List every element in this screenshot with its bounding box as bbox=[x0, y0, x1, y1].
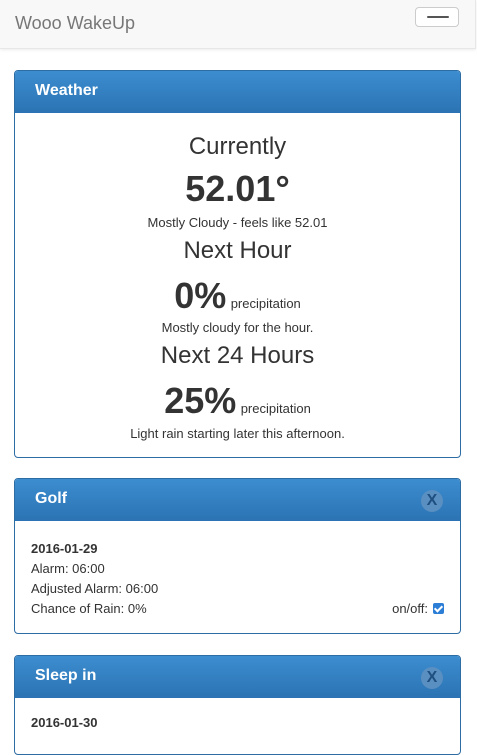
next-hour-summary: Mostly cloudy for the hour. bbox=[161, 320, 314, 335]
next-hour-percent: 0% bbox=[174, 275, 227, 316]
event-panel-heading: Sleep in X bbox=[15, 656, 460, 698]
event-date: 2016-01-30 bbox=[31, 715, 98, 730]
event-title: Sleep in bbox=[35, 667, 97, 684]
next-hour-unit: precipitation bbox=[230, 296, 301, 311]
next-24-summary: Light rain starting later this afternoon… bbox=[130, 426, 345, 441]
currently-label: Currently bbox=[188, 133, 287, 160]
close-event-button[interactable]: X bbox=[421, 490, 443, 512]
weather-panel-title: Weather bbox=[35, 82, 98, 99]
toggle-label: on/off: bbox=[392, 601, 428, 616]
event-title: Golf bbox=[35, 490, 67, 507]
next-hour-label: Next Hour bbox=[183, 237, 292, 264]
navbar: Wooo WakeUp bbox=[0, 0, 476, 49]
app-brand[interactable]: Wooo WakeUp bbox=[15, 13, 136, 33]
event-toggle: on/off: bbox=[392, 601, 444, 616]
weather-panel-heading: Weather bbox=[15, 71, 460, 113]
event-panel-heading: Golf X bbox=[15, 479, 460, 521]
enabled-checkbox[interactable] bbox=[433, 603, 444, 614]
next-24-unit: precipitation bbox=[240, 401, 311, 416]
weather-panel: Weather Currently 52.01° Mostly Cloudy -… bbox=[14, 70, 461, 458]
next-24-percent: 25% bbox=[164, 380, 237, 421]
close-event-button[interactable]: X bbox=[421, 667, 443, 689]
current-temperature: 52.01° bbox=[185, 168, 290, 209]
weather-panel-body: Currently 52.01° Mostly Cloudy - feels l… bbox=[15, 113, 460, 457]
event-rain-chance: Chance of Rain: 0% bbox=[31, 601, 147, 616]
current-summary: Mostly Cloudy - feels like 52.01 bbox=[147, 215, 328, 230]
event-panel-sleep-in: Sleep in X 2016-01-30 bbox=[14, 655, 461, 755]
event-adjusted-alarm: Adjusted Alarm: 06:00 bbox=[31, 581, 159, 596]
menu-toggle-button[interactable] bbox=[415, 7, 459, 27]
next-hour-precipitation: 0% precipitation bbox=[15, 275, 460, 317]
next-24-label: Next 24 Hours bbox=[160, 342, 315, 369]
event-body: 2016-01-29 Alarm: 06:00 Adjusted Alarm: … bbox=[15, 521, 460, 633]
event-alarm: Alarm: 06:00 bbox=[31, 561, 105, 576]
hamburger-icon bbox=[427, 16, 449, 18]
event-body: 2016-01-30 bbox=[15, 698, 460, 754]
next-24-precipitation: 25% precipitation bbox=[15, 380, 460, 422]
event-date: 2016-01-29 bbox=[31, 541, 98, 556]
event-panel-golf: Golf X 2016-01-29 Alarm: 06:00 Adjusted … bbox=[14, 478, 461, 634]
